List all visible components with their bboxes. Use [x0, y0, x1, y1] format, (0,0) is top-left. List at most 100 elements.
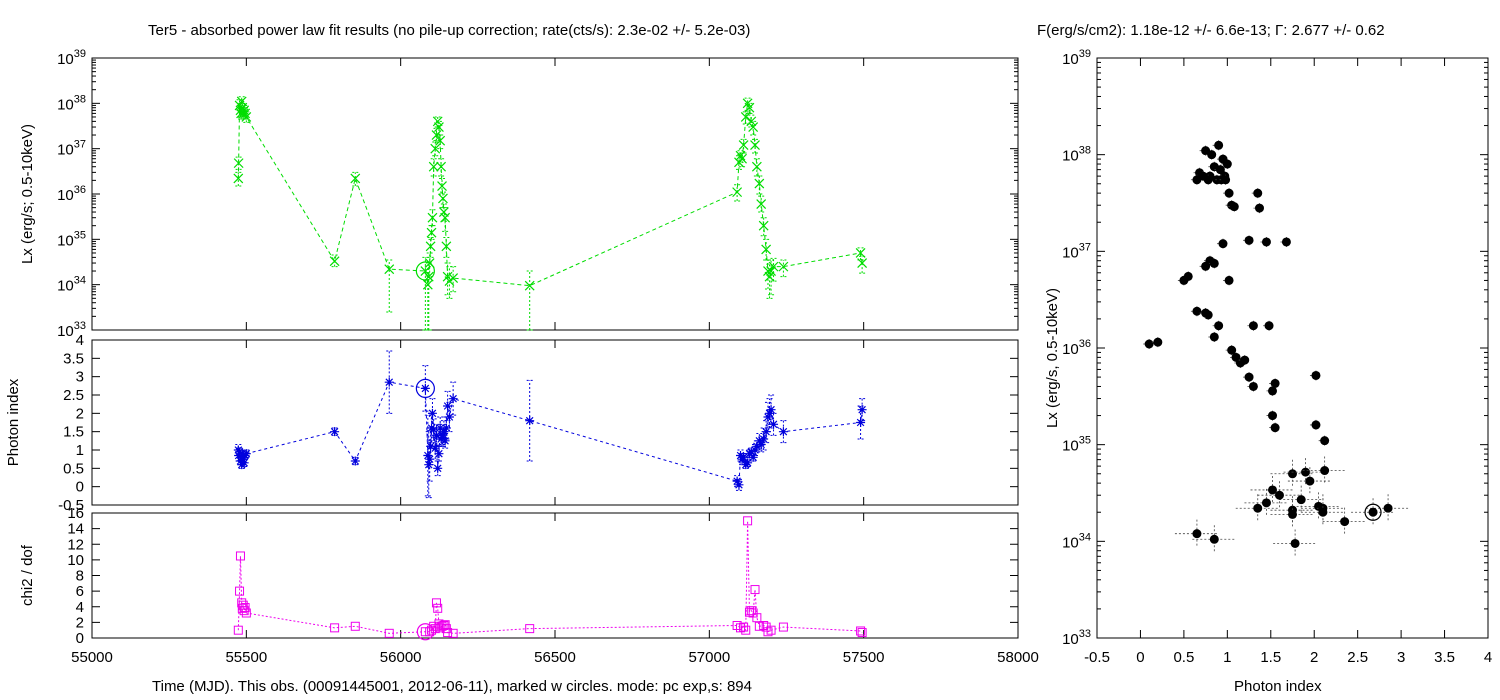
lx-point — [766, 266, 776, 276]
scatter-point — [1215, 165, 1225, 175]
scatter-point — [1244, 235, 1254, 245]
lx-error-bar — [433, 127, 440, 142]
chi2-point — [443, 628, 453, 638]
lx-error-bar — [439, 177, 446, 195]
scatter-point — [1340, 517, 1350, 527]
lx-error-bar — [526, 270, 533, 331]
photon-index-y-tick-label: 2 — [76, 405, 84, 422]
chi2-panel-frame — [91, 512, 1019, 639]
scatter-x-tick-label: 0 — [1136, 649, 1144, 666]
lx-point — [425, 241, 436, 252]
time-x-tick-label: 57000 — [688, 649, 730, 666]
chi2-point — [235, 551, 245, 561]
lx-point — [448, 273, 459, 283]
lx-point — [737, 153, 747, 164]
chi2-point — [239, 606, 249, 616]
lx-point — [758, 220, 769, 231]
scatter-point — [1270, 378, 1280, 388]
photon-index-point — [857, 405, 867, 415]
lx-error-bar — [437, 134, 444, 150]
scatter-point — [1268, 411, 1278, 421]
scatter-point — [1224, 188, 1234, 198]
lx-point — [764, 271, 775, 282]
lx-point — [778, 261, 789, 272]
photon-index-point — [434, 449, 444, 459]
lx-series — [233, 96, 868, 331]
lx-point — [750, 140, 760, 151]
lx-time-y-tick-label: 1036 — [57, 184, 86, 204]
scatter-point — [1227, 345, 1237, 355]
scatter-marked-circle — [1364, 503, 1382, 521]
scatter-point — [1274, 490, 1284, 500]
photon-index-point — [423, 451, 433, 460]
chi2-point — [433, 603, 443, 613]
chi2-y-tick-label: 4 — [76, 599, 84, 616]
chi2-point — [778, 622, 788, 632]
photon-index-point — [420, 383, 430, 393]
photon-index-point — [769, 419, 779, 429]
photon-index-point — [330, 427, 340, 437]
scatter-error-bar — [1273, 529, 1318, 558]
photon-index-point — [431, 430, 441, 440]
scatter-point — [1224, 275, 1234, 285]
chi2-point — [856, 626, 866, 636]
lx-point — [756, 199, 767, 209]
lx-point — [441, 241, 452, 252]
scatter-point — [1301, 467, 1311, 477]
scatter-point — [1229, 202, 1239, 212]
photon-index-error-bar — [859, 398, 866, 422]
lx-error-bar — [450, 266, 457, 293]
scatter-error-bar — [1257, 481, 1302, 510]
time-x-tick-label: 56000 — [380, 649, 422, 666]
scatter-point — [1311, 370, 1321, 380]
lx-point — [524, 280, 535, 291]
photon-index-point — [734, 480, 744, 490]
photon-index-point — [425, 454, 435, 464]
chi2-point — [330, 623, 340, 633]
scatter-point — [1253, 503, 1263, 513]
lx-point — [754, 178, 765, 189]
scatter-point — [1268, 485, 1278, 495]
lx-time-y-tick-label: 1037 — [57, 139, 86, 159]
scatter-point — [1221, 175, 1231, 185]
photon-index-y-axis-label: Photon index — [5, 378, 22, 466]
chi2-point — [743, 516, 753, 526]
scatter-point — [1214, 321, 1224, 331]
lx-time-panel-frame — [91, 57, 1019, 331]
chi2-y-tick-label: 6 — [76, 583, 84, 600]
chi2-point — [240, 603, 250, 613]
lx-point — [233, 158, 244, 169]
scatter-point — [1144, 339, 1154, 349]
scatter-x-tick-label: 1 — [1223, 649, 1231, 666]
scatter-point — [1209, 534, 1219, 544]
lx-error-bar — [235, 171, 242, 187]
photon-index-error-bar — [770, 412, 777, 436]
photon-index-point — [438, 430, 448, 440]
photon-index-point — [739, 452, 749, 462]
scatter-point — [1192, 529, 1202, 539]
lx-error-bar — [432, 141, 439, 157]
scatter-x-tick-label: 4 — [1484, 649, 1492, 666]
lx-error-bar — [750, 120, 757, 136]
lx-point — [426, 227, 437, 238]
photon-index-error-bar — [430, 418, 437, 442]
scatter-y-tick-label: 1034 — [1062, 531, 1091, 551]
chi2-point — [763, 627, 773, 637]
chi2-point — [857, 628, 867, 638]
photon-index-point — [743, 458, 753, 468]
scatter-point — [1305, 476, 1315, 486]
lx-error-bar — [444, 262, 451, 296]
photon-index-point — [440, 436, 450, 446]
lx-time-y-tick-label: 1035 — [57, 229, 86, 249]
scatter-point — [1254, 203, 1264, 213]
chi2-point — [750, 585, 760, 595]
lx-error-bar — [429, 209, 436, 227]
scatter-point — [1320, 466, 1330, 476]
lx-point — [768, 261, 779, 272]
lx-error-bar — [439, 191, 446, 209]
photon-index-point — [856, 418, 866, 427]
chi2-y-tick-label: 12 — [67, 536, 84, 553]
photon-index-error-bar — [434, 460, 441, 477]
chi2-point — [736, 623, 746, 633]
